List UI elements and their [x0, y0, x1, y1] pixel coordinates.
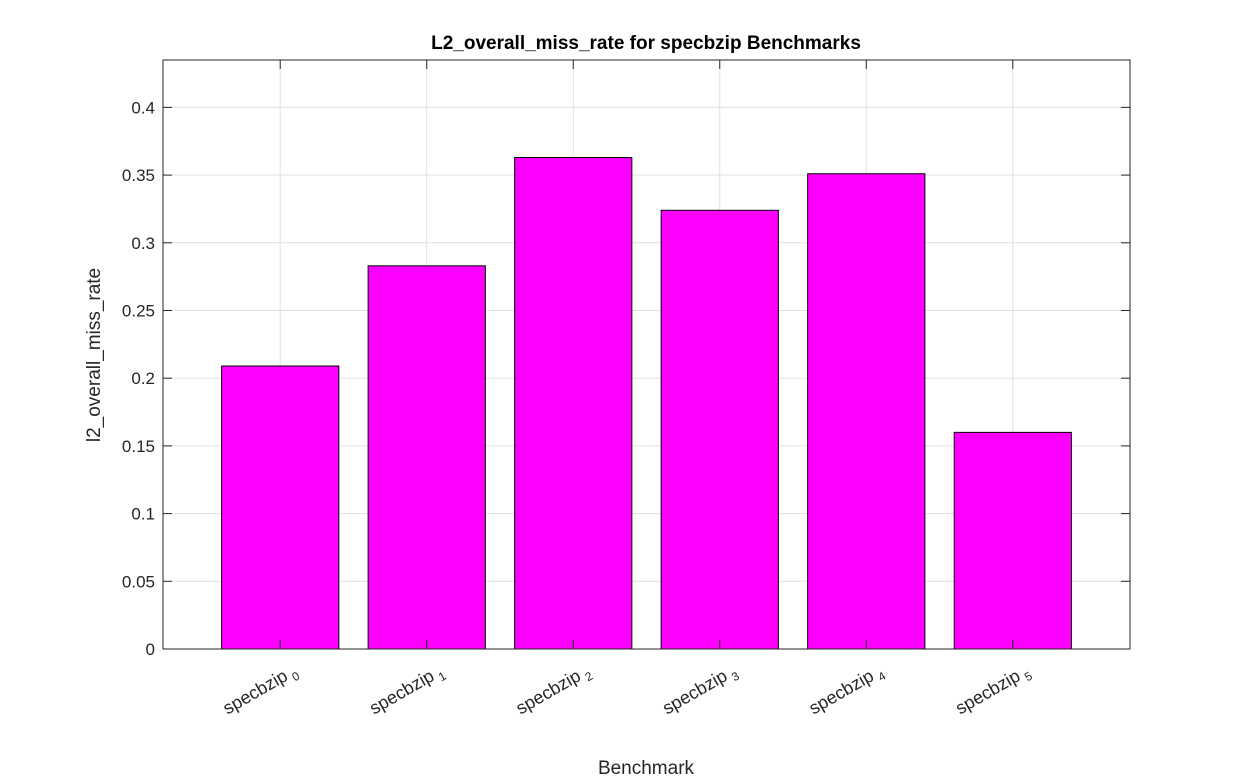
bar-specbzip-3 [660, 209, 779, 650]
axis-ticks [163, 60, 1130, 650]
bars [221, 156, 1072, 650]
y-tick-label: 0.15 [122, 437, 155, 456]
plot-frame [162, 59, 1131, 650]
bar-specbzip-2 [514, 156, 633, 650]
x-axis-label: Benchmark [598, 758, 695, 779]
bar-specbzip-0 [221, 365, 340, 650]
y-tick-label: 0.25 [122, 301, 155, 320]
y-tick-labels: 0 0.05 0.1 0.15 0.2 0.25 0.3 0.35 0.4 [122, 98, 155, 659]
y-tick-label: 0.4 [131, 98, 155, 117]
bar-specbzip-4 [807, 173, 926, 650]
bar-specbzip-1 [367, 265, 486, 650]
y-tick-label: 0.1 [131, 505, 155, 524]
y-tick-label: 0.05 [122, 572, 155, 591]
y-tick-label: 0 [146, 640, 155, 659]
y-tick-label: 0.35 [122, 166, 155, 185]
y-tick-label: 0.3 [131, 234, 155, 253]
y-axis-label: l2_overall_miss_rate [84, 268, 105, 442]
chart-title: L2_overall_miss_rate for specbzip Benchm… [431, 33, 861, 54]
y-tick-label: 0.2 [131, 369, 155, 388]
bar-specbzip-5 [953, 431, 1072, 650]
